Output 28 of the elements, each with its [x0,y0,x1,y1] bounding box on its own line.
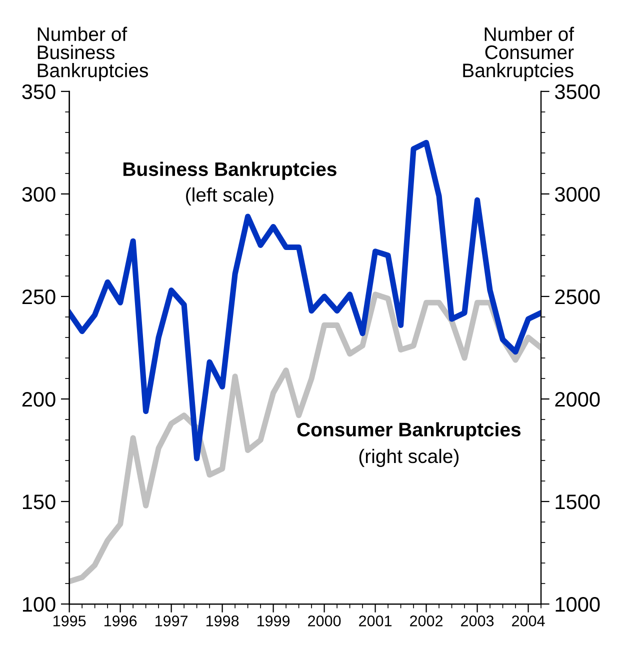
y-tick-label: 100 [22,597,56,612]
y-tick-label: 250 [22,289,56,304]
y2-tick-label: 3000 [554,186,600,202]
y2-tick-label: 1000 [556,597,600,612]
y-tick-label: 200 [22,392,56,407]
y-tick-label: 350 [22,84,56,100]
x-tick-label: 1999 [257,616,290,626]
y-axis-title: Number of Business Bankruptcies [38,26,148,82]
y2-tick-label: 1500 [556,494,600,510]
annotation: Business Bankruptcies [123,162,336,180]
y-tick-label: 150 [22,494,56,510]
x-tick-label: 1995 [54,616,86,626]
x-tick-label: 2002 [410,616,442,626]
x-tick-label: 2001 [359,616,392,626]
x-tick-label: 1996 [104,616,137,626]
y2-tick-label: 2000 [555,392,600,407]
y2-axis-title: Number of Consumer Bankruptcies [463,26,574,82]
y-tick-label: 300 [22,186,56,202]
x-tick-label: 1998 [206,616,239,626]
x-tick-label: 2003 [461,616,494,626]
annotation: Consumer Bankruptcies [297,422,521,440]
x-tick-label: 1997 [155,616,188,626]
y2-tick-label: 2500 [555,289,600,304]
annotation: (left scale) [186,187,274,206]
x-tick-label: 2000 [308,616,341,626]
annotation: (right scale) [359,448,459,467]
y2-tick-label: 3500 [554,84,600,100]
x-tick-label: 2004 [512,616,545,626]
